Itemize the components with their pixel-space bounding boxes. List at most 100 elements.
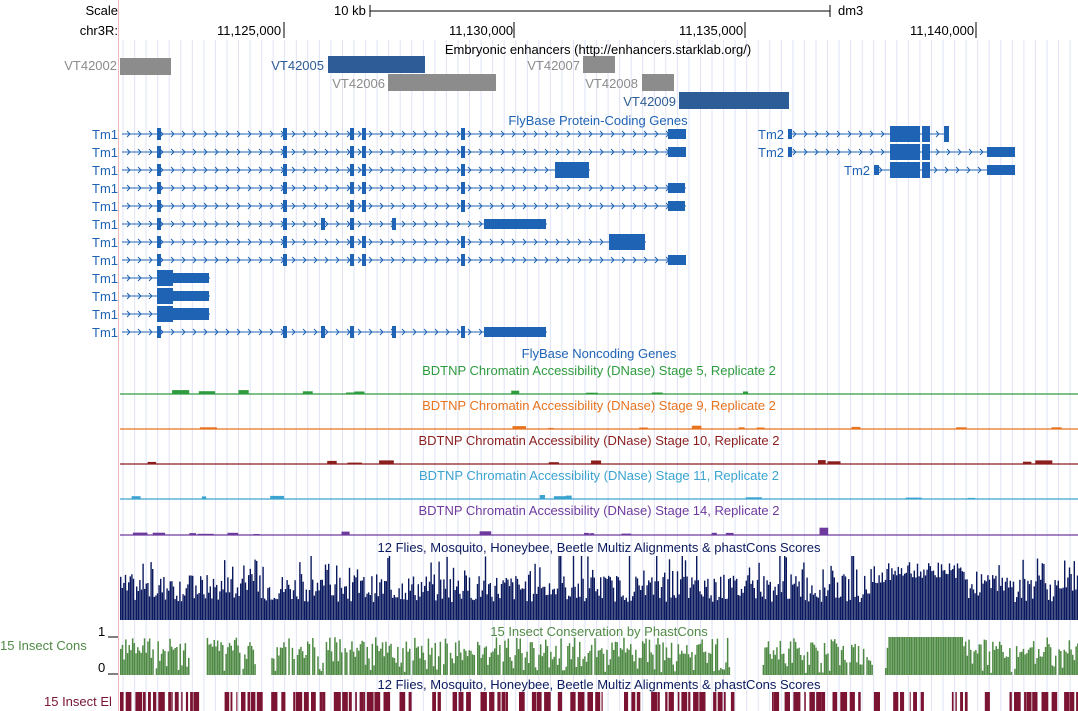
phastcons-track-title[interactable]: 15 Insect Conservation by PhastCons (490, 624, 708, 639)
multiz-signal-bar (857, 595, 859, 620)
gene-label[interactable]: Tm2 (758, 145, 784, 160)
enhancer-label[interactable]: VT42006 (332, 76, 385, 91)
multiz-signal-bar (316, 582, 319, 620)
strand-arrow (335, 220, 340, 228)
dnase-stage9-track-title[interactable]: BDTNP Chromatin Accessibility (DNase) St… (422, 398, 776, 413)
phastcons-signal-bar (388, 645, 391, 675)
gene-label[interactable]: Tm1 (92, 163, 118, 178)
enhancer-feature (642, 74, 674, 91)
phastcons-signal-bar (145, 652, 147, 675)
phastcons-signal-bar (271, 658, 273, 675)
phastcons-signal-bar (142, 645, 144, 675)
phastcons-signal-bar (973, 651, 975, 675)
multiz-signal-bar (411, 584, 413, 620)
gene-label[interactable]: Tm2 (844, 163, 870, 178)
coding-genes-track-title[interactable]: FlyBase Protein-Coding Genes (508, 113, 688, 128)
strand-arrow (126, 220, 131, 228)
phastcons-signal-bar (573, 637, 576, 675)
multiz-signal-bar (772, 590, 775, 620)
strand-arrow (126, 202, 131, 210)
phastcons-signal-bar (669, 658, 671, 675)
multiz-signal-bar (684, 560, 687, 620)
multiz-signal-bar (820, 601, 823, 620)
multiz-signal-bar (915, 577, 917, 620)
multiz-signal-bar (408, 578, 410, 620)
phastcons-signal-bar (230, 645, 232, 675)
strand-arrow (313, 238, 318, 246)
strand-arrow (368, 238, 373, 246)
phastcons-side-label[interactable]: 15 Insect Cons (0, 638, 87, 653)
noncoding-genes-track-title[interactable]: FlyBase Noncoding Genes (521, 346, 677, 361)
enhancers-track-title[interactable]: Embryonic enhancers (http://enhancers.st… (444, 42, 752, 57)
dnase-stage14-track-title[interactable]: BDTNP Chromatin Accessibility (DNase) St… (418, 503, 780, 518)
phastcons-signal-bar (728, 667, 731, 675)
multiz-signal-bar (372, 601, 375, 620)
strand-arrow (137, 130, 142, 138)
multiz-track-title[interactable]: 12 Flies, Mosquito, Honeybee, Beetle Mul… (377, 540, 821, 555)
strand-arrow (214, 256, 219, 264)
gene-exon (922, 162, 930, 178)
gene-label[interactable]: Tm1 (92, 325, 118, 340)
phastcons-signal-bar (502, 661, 504, 675)
gene-label[interactable]: Tm1 (92, 127, 118, 142)
dnase-stage5-track-title[interactable]: BDTNP Chromatin Accessibility (DNase) St… (422, 363, 776, 378)
gene-label[interactable]: Tm1 (92, 253, 118, 268)
strand-arrow (335, 256, 340, 264)
strand-arrow (478, 148, 483, 156)
multiz-signal-bar (1059, 588, 1061, 620)
strand-arrow (412, 238, 417, 246)
phastcons-signal-bar (1009, 648, 1011, 675)
gene-label[interactable]: Tm2 (758, 127, 784, 142)
gene-label[interactable]: Tm1 (92, 145, 118, 160)
multiz-signal-bar (241, 578, 243, 620)
phastcons-signal-bar (133, 643, 136, 675)
phastcons-signal-bar (439, 641, 442, 675)
gene-label[interactable]: Tm1 (92, 199, 118, 214)
multiz-signal-bar (1004, 581, 1007, 620)
multiz-signal-bar (507, 579, 509, 620)
gene-label[interactable]: Tm1 (92, 181, 118, 196)
multiz-signal-bar (780, 592, 783, 620)
enhancer-label[interactable]: VT42008 (585, 76, 638, 91)
phastcons-signal-bar (1070, 649, 1072, 675)
conserved-element (773, 692, 780, 711)
multiz-signal-bar (499, 598, 501, 620)
gene-label[interactable]: Tm1 (92, 289, 118, 304)
phastcons-signal-bar (451, 658, 453, 675)
multiz-signal-bar (454, 590, 456, 620)
gene-label[interactable]: Tm1 (92, 217, 118, 232)
enhancer-label[interactable]: VT42005 (271, 58, 324, 73)
phastcons-signal-bar (856, 662, 858, 675)
enhancer-label[interactable]: VT42007 (527, 58, 580, 73)
enhancer-label[interactable]: VT42002 (64, 58, 117, 73)
multiz-signal-bar (856, 569, 858, 620)
multiz-elements-track-title[interactable]: 12 Flies, Mosquito, Honeybee, Beetle Mul… (377, 677, 821, 692)
dnase-stage10-track-title[interactable]: BDTNP Chromatin Accessibility (DNase) St… (418, 433, 780, 448)
phastcons-signal-bar (405, 641, 408, 675)
conserved-element (849, 692, 855, 711)
multiz-signal-bar (588, 588, 591, 620)
multiz-signal-bar (675, 597, 677, 620)
gene-exon (157, 218, 161, 230)
multiz-signal-bar (721, 598, 723, 620)
gene-label[interactable]: Tm1 (92, 307, 118, 322)
elements-side-label[interactable]: 15 Insect El (44, 694, 112, 709)
multiz-signal-bar (784, 556, 786, 620)
multiz-signal-bar (689, 587, 691, 620)
phastcons-signal-bar (378, 651, 380, 675)
multiz-signal-bar (329, 584, 331, 620)
phastcons-signal-bar (580, 666, 583, 675)
conserved-element (355, 692, 357, 711)
strand-arrow (434, 220, 439, 228)
gene-exon (461, 164, 465, 176)
multiz-signal-bar (560, 556, 562, 620)
dnase-signal-peak (198, 391, 216, 394)
strand-arrow (588, 202, 593, 210)
gene-label[interactable]: Tm1 (92, 271, 118, 286)
strand-arrow (148, 310, 153, 318)
dnase-stage11-track-title[interactable]: BDTNP Chromatin Accessibility (DNase) St… (418, 468, 780, 483)
multiz-signal-bar (1011, 587, 1013, 620)
gene-label[interactable]: Tm1 (92, 235, 118, 250)
enhancer-label[interactable]: VT42009 (623, 94, 676, 109)
